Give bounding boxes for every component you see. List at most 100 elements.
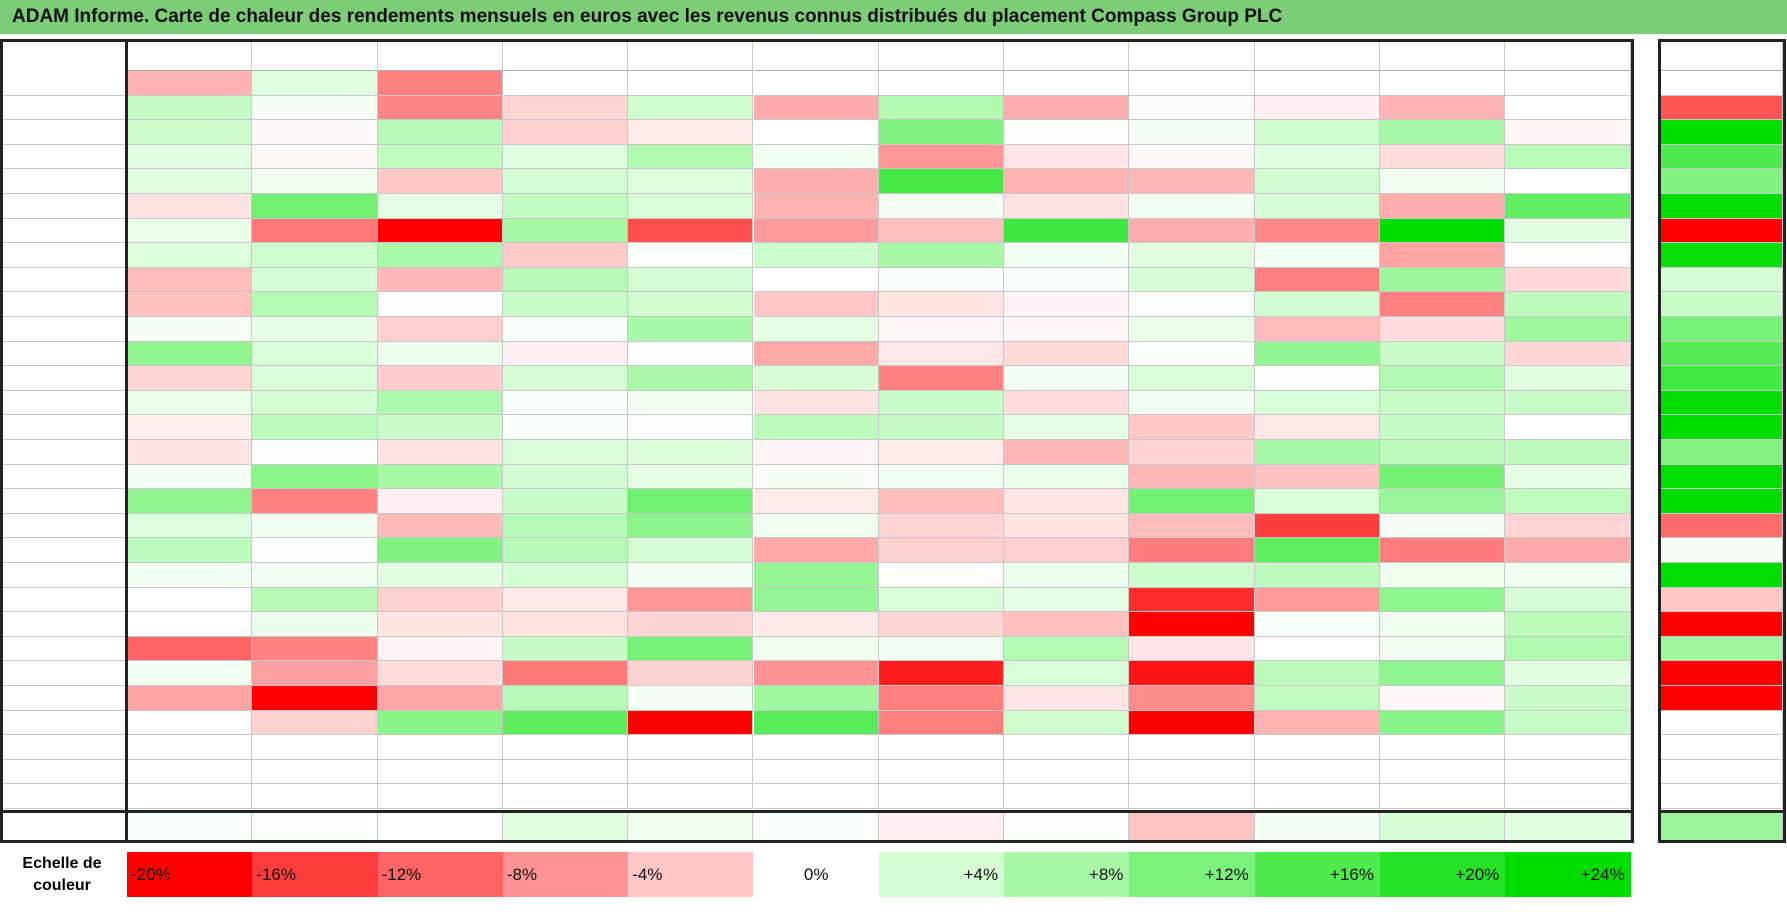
- heat-cell: [753, 218, 879, 244]
- heat-cell: [377, 759, 503, 785]
- heat-cell: [1004, 144, 1130, 170]
- heat-cell: [127, 661, 253, 686]
- heat-cell: [1004, 267, 1130, 293]
- heat-cell: [377, 661, 503, 686]
- heat-cell: [1254, 661, 1380, 686]
- heat-cell: [127, 194, 253, 219]
- heat-cell: [127, 169, 253, 194]
- heat-cell: [127, 366, 253, 391]
- heat-cell: [1380, 169, 1506, 194]
- average-cell: [1129, 812, 1255, 842]
- heat-cell: [1380, 366, 1506, 391]
- heat-cell: [1129, 169, 1255, 194]
- heat-cell: [628, 267, 754, 293]
- heat-cell: [1505, 735, 1631, 760]
- color-scale-swatch: +8%: [1004, 852, 1130, 897]
- annual-cell: [1661, 636, 1783, 662]
- heat-cell: [1380, 267, 1506, 293]
- heat-cell: [1505, 686, 1631, 711]
- heat-cell: [1505, 513, 1631, 539]
- heat-cell: [1004, 759, 1130, 785]
- heat-cell: [252, 341, 378, 367]
- heat-cell: [127, 587, 253, 613]
- heat-cell: [1380, 144, 1506, 170]
- year-label: [0, 686, 125, 711]
- year-label: [0, 735, 125, 760]
- heat-cell: [628, 95, 754, 121]
- heat-cell: [127, 120, 253, 145]
- heat-cell: [1129, 636, 1255, 662]
- heat-cell: [628, 759, 754, 785]
- year-label: [0, 292, 125, 317]
- heat-cell: [1380, 71, 1506, 96]
- heat-cell: [1505, 243, 1631, 268]
- color-scale-swatch: +12%: [1129, 852, 1255, 897]
- average-label: [0, 812, 125, 842]
- color-scale-swatch: +16%: [1254, 852, 1380, 897]
- heat-cell: [628, 194, 754, 219]
- year-label: [0, 588, 125, 613]
- annual-cell: [1661, 759, 1783, 785]
- average-cell: [1254, 812, 1380, 842]
- heat-cell: [377, 218, 503, 244]
- heat-cell: [502, 735, 629, 760]
- heat-cell: [878, 563, 1005, 588]
- heat-cell: [252, 366, 378, 391]
- heat-cell: [502, 440, 629, 465]
- heat-cell: [127, 415, 253, 440]
- heat-cell: [1380, 292, 1506, 317]
- heat-cell: [1129, 735, 1255, 760]
- heat-cell: [252, 784, 378, 809]
- average-cell: [878, 812, 1005, 842]
- heat-cell: [878, 636, 1005, 662]
- heat-cell: [878, 735, 1005, 760]
- heat-cell: [753, 120, 879, 145]
- heat-cell: [377, 686, 503, 711]
- heat-cell: [1254, 538, 1380, 563]
- heat-cell: [1129, 95, 1255, 121]
- annual-cell: [1661, 563, 1783, 588]
- heat-cell: [1004, 120, 1130, 145]
- heat-cell: [753, 710, 879, 736]
- heat-cell: [753, 341, 879, 367]
- heat-cell: [127, 243, 253, 268]
- heat-cell: [753, 71, 879, 96]
- heat-cell: [252, 636, 378, 662]
- heat-cell: [1380, 341, 1506, 367]
- heat-cell: [1004, 194, 1130, 219]
- heat-cell: [1380, 784, 1506, 809]
- heat-cell: [1380, 317, 1506, 342]
- heat-cell: [878, 489, 1005, 514]
- heat-cell: [502, 71, 629, 96]
- heat-cell: [878, 169, 1005, 194]
- heat-cell: [502, 390, 629, 416]
- heat-cell: [377, 71, 503, 96]
- heat-cell: [252, 71, 378, 96]
- heat-cell: [753, 563, 879, 588]
- heat-cell: [1129, 784, 1255, 809]
- heat-cell: [377, 735, 503, 760]
- heat-cell: [753, 243, 879, 268]
- heat-cell: [377, 784, 503, 809]
- heat-cell: [377, 292, 503, 317]
- average-cell: [252, 812, 378, 842]
- heat-cell: [127, 735, 253, 760]
- heat-cell: [127, 218, 253, 244]
- average-cell: [502, 812, 629, 842]
- heat-cell: [1505, 267, 1631, 293]
- year-label: [0, 415, 125, 440]
- average-cell: [753, 812, 879, 842]
- heat-cell: [1505, 710, 1631, 736]
- heat-cell: [127, 292, 253, 317]
- heat-cell: [1004, 218, 1130, 244]
- heat-cell: [377, 194, 503, 219]
- heat-cell: [753, 612, 879, 637]
- heat-cell: [1129, 71, 1255, 96]
- heat-cell: [1129, 489, 1255, 514]
- heat-cell: [252, 169, 378, 194]
- heat-cell: [127, 144, 253, 170]
- heat-cell: [1004, 710, 1130, 736]
- heat-cell: [1254, 612, 1380, 637]
- heat-cell: [628, 120, 754, 145]
- heat-cell: [753, 144, 879, 170]
